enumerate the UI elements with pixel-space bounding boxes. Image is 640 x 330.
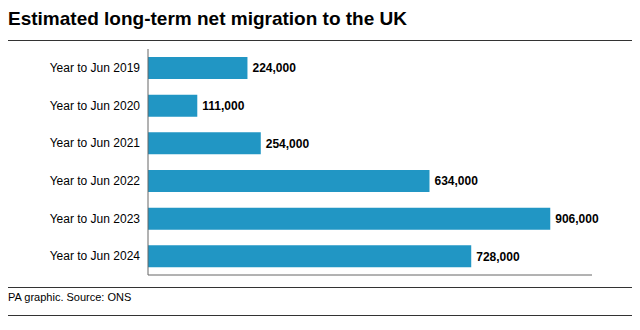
svg-text:254,000: 254,000 (266, 137, 310, 151)
svg-text:Year to Jun 2022: Year to Jun 2022 (50, 174, 141, 188)
svg-text:906,000: 906,000 (555, 212, 599, 226)
svg-text:Year to Jun 2023: Year to Jun 2023 (50, 212, 141, 226)
svg-text:Year to Jun 2021: Year to Jun 2021 (50, 136, 141, 150)
svg-text:Year to Jun 2020: Year to Jun 2020 (50, 99, 141, 113)
html-text:Estimated long-term net migrat: Estimated long-term net migration to the… (8, 8, 407, 29)
svg-text:111,000: 111,000 (202, 99, 244, 113)
svg-text:634,000: 634,000 (434, 174, 478, 188)
svg-text:728,000: 728,000 (476, 250, 520, 264)
svg-text:Year to Jun 2019: Year to Jun 2019 (50, 61, 141, 75)
svg-text:Year to Jun 2024: Year to Jun 2024 (50, 249, 141, 263)
html-text:PA graphic. Source: ONS: PA graphic. Source: ONS (8, 291, 132, 303)
svg-text:224,000: 224,000 (252, 61, 296, 75)
